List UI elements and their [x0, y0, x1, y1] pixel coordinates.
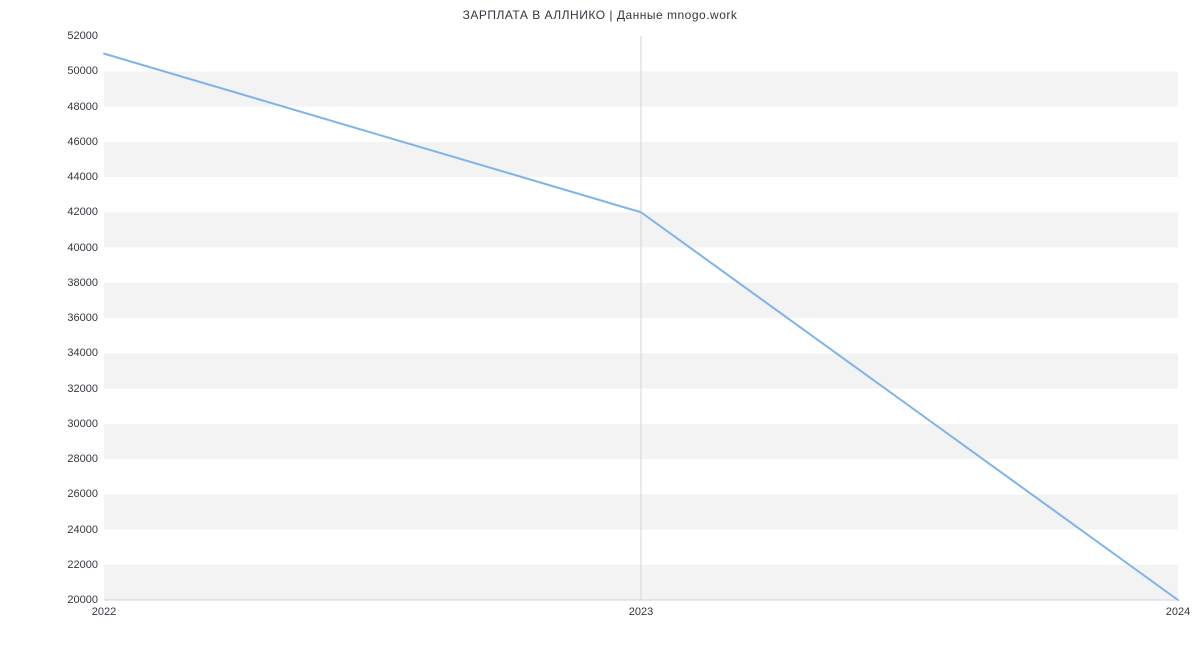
y-tick-label: 48000: [67, 101, 104, 113]
y-tick-label: 50000: [67, 65, 104, 77]
plot-area: 2000022000240002600028000300003200034000…: [104, 36, 1178, 600]
y-tick-label: 44000: [67, 171, 104, 183]
y-tick-label: 34000: [67, 347, 104, 359]
y-tick-label: 40000: [67, 242, 104, 254]
y-tick-label: 36000: [67, 312, 104, 324]
y-tick-label: 30000: [67, 418, 104, 430]
y-tick-label: 24000: [67, 524, 104, 536]
y-tick-label: 38000: [67, 277, 104, 289]
y-tick-label: 28000: [67, 453, 104, 465]
x-tick-label: 2023: [629, 600, 653, 618]
y-tick-label: 26000: [67, 488, 104, 500]
y-tick-label: 42000: [67, 206, 104, 218]
chart-title: ЗАРПЛАТА В АЛЛНИКО | Данные mnogo.work: [0, 0, 1200, 22]
x-tick-label: 2022: [92, 600, 116, 618]
x-tick-label: 2024: [1166, 600, 1190, 618]
y-tick-label: 46000: [67, 136, 104, 148]
y-tick-label: 52000: [67, 30, 104, 42]
y-tick-label: 32000: [67, 383, 104, 395]
chart-container: ЗАРПЛАТА В АЛЛНИКО | Данные mnogo.work 2…: [0, 0, 1200, 650]
plot-svg: [104, 36, 1178, 600]
y-tick-label: 22000: [67, 559, 104, 571]
